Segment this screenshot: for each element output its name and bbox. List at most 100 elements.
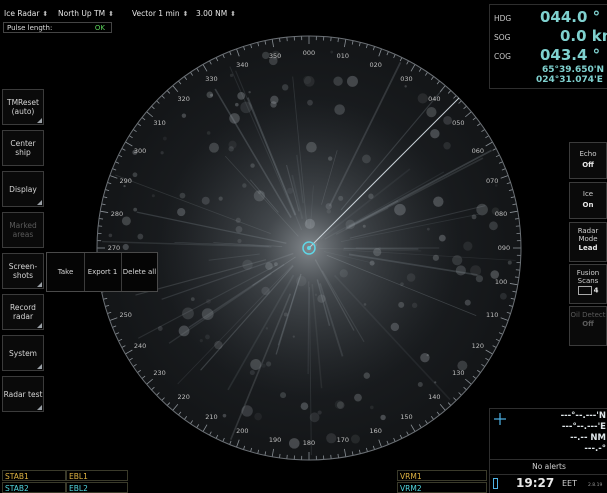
ebl1-button[interactable]: EBL1 — [66, 470, 128, 481]
orientation-select[interactable]: North Up TM ⬍ — [58, 9, 114, 18]
bearing-tick — [190, 420, 194, 424]
bearing-tick — [279, 38, 281, 43]
bearing-tick — [103, 297, 108, 300]
bearing-tick — [386, 440, 389, 445]
bearing-tick — [378, 48, 382, 57]
own-ship-symbol[interactable] — [302, 241, 316, 255]
bearing-tick — [196, 424, 200, 428]
clock-date: 2.8.19 — [588, 483, 603, 488]
bearing-tick — [436, 411, 440, 416]
bearing-label: 230 — [153, 369, 166, 378]
echo-blob — [417, 93, 428, 104]
record-radar-button[interactable]: Record radar — [2, 294, 44, 330]
take-screenshot-button[interactable]: Take — [47, 253, 85, 291]
cursor-latitude: ---°--.---'N — [560, 411, 606, 421]
bearing-tick — [236, 439, 240, 448]
echo-blob — [132, 149, 138, 155]
submenu-corner-icon — [37, 364, 42, 369]
alerts-panel[interactable]: No alerts — [489, 459, 607, 475]
echo-blob — [426, 107, 437, 118]
echo-blob — [271, 50, 281, 60]
bearing-tick — [512, 203, 517, 206]
center-ship-button[interactable]: Center ship — [2, 130, 44, 166]
bearing-tick — [386, 51, 389, 56]
marked-areas-button[interactable]: Marked areas — [2, 212, 44, 248]
submenu-corner-icon — [37, 282, 42, 287]
echo-blob — [354, 393, 362, 402]
oil-detect-title: Oil Detect — [570, 311, 606, 319]
bearing-tick — [463, 105, 467, 110]
bearing-tick — [418, 424, 422, 428]
bearing-tick — [424, 420, 428, 424]
bearing-tick — [436, 80, 440, 85]
radar-mode-button[interactable]: Radar Mode Lead — [569, 222, 607, 262]
echo-blob — [471, 214, 477, 220]
echo-blob — [309, 412, 320, 423]
screenshots-label: Screen-shots — [8, 262, 38, 280]
sog-label: SOG — [494, 33, 511, 42]
stab1-button[interactable]: STAB1 — [2, 470, 66, 481]
ebl2-button[interactable]: EBL2 — [66, 482, 128, 493]
bearing-tick — [125, 141, 133, 147]
orientation-label: North Up TM — [58, 9, 106, 18]
echo-blob — [137, 233, 144, 240]
bearing-tick — [222, 437, 225, 442]
fusion-scans-value: 4 — [593, 286, 599, 295]
bearing-tick — [410, 424, 416, 432]
display-button[interactable]: Display — [2, 171, 44, 207]
bearing-tick — [510, 297, 515, 300]
alerts-text: No alerts — [532, 462, 566, 471]
bearing-tick — [178, 411, 182, 416]
bearing-tick — [271, 448, 274, 457]
screenshots-button[interactable]: Screen-shots — [2, 253, 44, 289]
bearing-tick — [190, 72, 194, 76]
echo-blob — [334, 400, 344, 409]
vrm2-button[interactable]: VRM2 — [397, 482, 487, 493]
bearing-tick — [508, 304, 513, 307]
bearing-tick — [118, 338, 123, 342]
bearing-label: 200 — [236, 427, 249, 436]
echo-blob — [281, 84, 289, 91]
echo-toggle-button[interactable]: Echo Off — [569, 142, 607, 179]
echo-blob — [160, 151, 164, 155]
vrm1-button[interactable]: VRM1 — [397, 470, 487, 481]
bearing-tick — [103, 196, 108, 199]
bearing-tick — [418, 68, 422, 72]
echo-blob — [268, 56, 278, 66]
bearing-tick — [485, 349, 493, 355]
radar-test-button[interactable]: Radar test — [2, 376, 44, 412]
bearing-tick — [172, 404, 179, 411]
bearing-tick — [512, 290, 517, 293]
stab2-button[interactable]: STAB2 — [2, 482, 66, 493]
record-radar-label: Record radar — [10, 303, 36, 321]
pulse-length-status: Pulse length: OK — [3, 22, 112, 33]
vector-select[interactable]: Vector 1 min ⬍ — [132, 9, 188, 18]
oil-detect-button[interactable]: Oil Detect Off — [569, 306, 607, 346]
ice-toggle-button[interactable]: Ice On — [569, 182, 607, 219]
delete-all-screenshots-button[interactable]: Delete all — [121, 253, 158, 291]
bearing-tick — [410, 64, 416, 72]
bearing-tick — [351, 40, 354, 45]
echo-blob — [157, 326, 163, 331]
fusion-scans-value-row: 4 — [570, 286, 606, 295]
system-button[interactable]: System — [2, 335, 44, 371]
bearing-tick — [99, 218, 104, 220]
bearing-tick — [514, 218, 519, 220]
radar-mode-select[interactable]: Ice Radar ⬍ — [4, 9, 48, 18]
bearing-label: 050 — [452, 118, 465, 127]
bearing-tick — [372, 46, 375, 51]
bearing-tick — [453, 397, 457, 401]
bearing-tick — [243, 445, 246, 450]
range-select[interactable]: 3.00 NM ⬍ — [196, 9, 236, 18]
export-screenshot-button[interactable]: Export 1 — [84, 253, 122, 291]
bearing-tick — [495, 154, 500, 158]
latitude-value: 65°39.650'N — [542, 65, 605, 75]
tm-reset-button[interactable]: TMReset (auto) — [2, 89, 44, 125]
submenu-corner-icon — [37, 323, 42, 328]
brand-logo-icon — [493, 478, 498, 489]
bearing-tick — [458, 392, 462, 396]
updown-arrow-icon: ⬍ — [42, 10, 49, 18]
fusion-scans-button[interactable]: Fusion Scans 4 — [569, 264, 607, 304]
bearing-tick — [156, 100, 160, 104]
